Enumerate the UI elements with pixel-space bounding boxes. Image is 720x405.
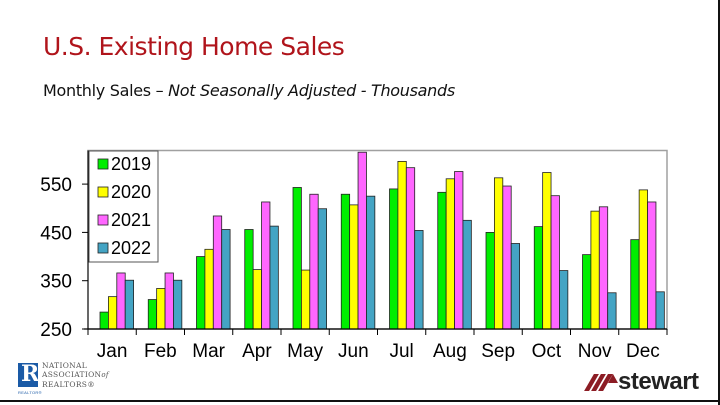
bar-2021-dec (647, 201, 657, 330)
legend-label-2021: 2021 (111, 210, 151, 230)
bar-2020-nov (590, 210, 600, 330)
plot-area (87, 149, 668, 330)
x-tick-label-sep: Sep (481, 341, 515, 362)
subtitle-italic: Not Seasonally Adjusted - Thousands (168, 81, 455, 100)
legend-swatch-2020 (97, 186, 109, 198)
slide-subtitle: Monthly Sales – Not Seasonally Adjusted … (43, 81, 455, 100)
legend-label-2019: 2019 (111, 154, 151, 174)
y-tick-label: 350 (40, 272, 72, 293)
legend-label-2020: 2020 (111, 182, 151, 202)
x-tick-label-oct: Oct (532, 341, 562, 362)
bar-2019-oct (533, 226, 544, 330)
bar-2019-aug (437, 191, 447, 330)
bar-2022-jul (414, 230, 424, 330)
bar-2019-nov (582, 254, 592, 330)
bar-2022-mar (221, 229, 231, 330)
legend-label-2022: 2022 (111, 238, 151, 258)
x-tick-label-mar: Mar (192, 341, 225, 362)
bar-2021-sep (502, 185, 512, 330)
bar-2020-aug (445, 178, 455, 330)
bar-2019-dec (630, 239, 640, 330)
bar-2020-mar (204, 248, 214, 330)
plot-frame (87, 149, 668, 330)
x-tick-label-feb: Feb (144, 341, 177, 362)
bar-2019-jul (389, 188, 399, 330)
x-tick-label-dec: Dec (626, 341, 660, 362)
bars-group (99, 151, 665, 330)
x-tick-label-apr: Apr (242, 341, 272, 362)
bar-2020-jun (349, 204, 359, 330)
x-tick-label-jul: Jul (389, 341, 413, 362)
y-tick-label: 250 (40, 320, 72, 341)
x-tick-label-may: May (287, 341, 323, 362)
slide-title: U.S. Existing Home Sales (43, 32, 345, 61)
bar-2022-dec (655, 291, 665, 330)
bar-2022-aug (462, 219, 472, 330)
legend-swatch-2021 (97, 214, 109, 226)
x-tick-label-nov: Nov (578, 341, 612, 362)
axes-group: 250 350 450 550 Jan Feb Mar Apr May Jun Jul Aug Sep O… (40, 150, 668, 362)
legend-swatch-2019 (97, 158, 109, 170)
realtor-r-icon: R (18, 362, 39, 387)
bar-2022-may (317, 208, 328, 330)
bar-2022-jan (124, 279, 134, 330)
bar-2021-mar (212, 215, 223, 330)
bar-2022-sep (510, 243, 521, 330)
bar-2020-dec (638, 189, 648, 330)
bar-2020-jan (108, 296, 118, 330)
bar-2021-jul (405, 167, 416, 330)
bar-2020-oct (542, 172, 552, 330)
stewart-caret-icon (608, 374, 618, 383)
bar-2022-nov (607, 292, 617, 330)
bar-2022-oct (559, 270, 569, 330)
bar-2019-jun (340, 193, 351, 330)
x-tick-label-aug: Aug (433, 341, 467, 362)
bar-2021-feb (164, 272, 174, 330)
bar-2021-aug (454, 171, 464, 330)
bar-2019-sep (485, 231, 495, 330)
bar-2020-may (300, 269, 311, 330)
bar-2021-jan (116, 272, 126, 330)
bar-2021-oct (550, 195, 560, 330)
bar-2019-jan (99, 311, 109, 330)
subtitle-plain: Monthly Sales – (43, 81, 169, 100)
chart-legend: 2019 2020 2021 2022 (88, 150, 159, 263)
bar-2020-apr (252, 269, 262, 330)
bar-2019-may (292, 187, 302, 330)
bar-2022-jun (366, 195, 376, 330)
bar-2021-apr (261, 201, 271, 330)
bar-2021-jun (357, 151, 367, 330)
y-tick-label: 550 (40, 175, 72, 196)
stewart-logo: stewart (580, 368, 710, 395)
slide-border (0, 400, 720, 402)
bar-2020-jul (397, 160, 407, 330)
nar-realtor-tag: REALTOR® (18, 390, 42, 395)
bar-2020-feb (156, 288, 166, 330)
y-tick-label: 450 (40, 223, 72, 244)
nar-wordmark: NATIONAL ASSOCIATIONof REALTORS® (42, 361, 109, 389)
x-tick-label-jun: Jun (338, 341, 369, 362)
stewart-wordmark: stewart (618, 368, 699, 395)
bar-2022-apr (269, 225, 279, 330)
bar-2019-apr (244, 229, 254, 330)
nar-logo: R REALTOR® NATIONAL ASSOCIATIONof REALTO… (18, 361, 138, 397)
legend-swatch-2022 (97, 242, 109, 254)
bar-2021-may (309, 193, 319, 330)
slide-border (718, 0, 720, 405)
bar-2020-sep (493, 177, 504, 330)
bar-2021-nov (598, 206, 609, 330)
bar-2022-feb (173, 279, 183, 330)
bar-2019-mar (196, 256, 206, 330)
bar-2019-feb (147, 299, 158, 330)
x-tick-label-jan: Jan (97, 341, 128, 362)
